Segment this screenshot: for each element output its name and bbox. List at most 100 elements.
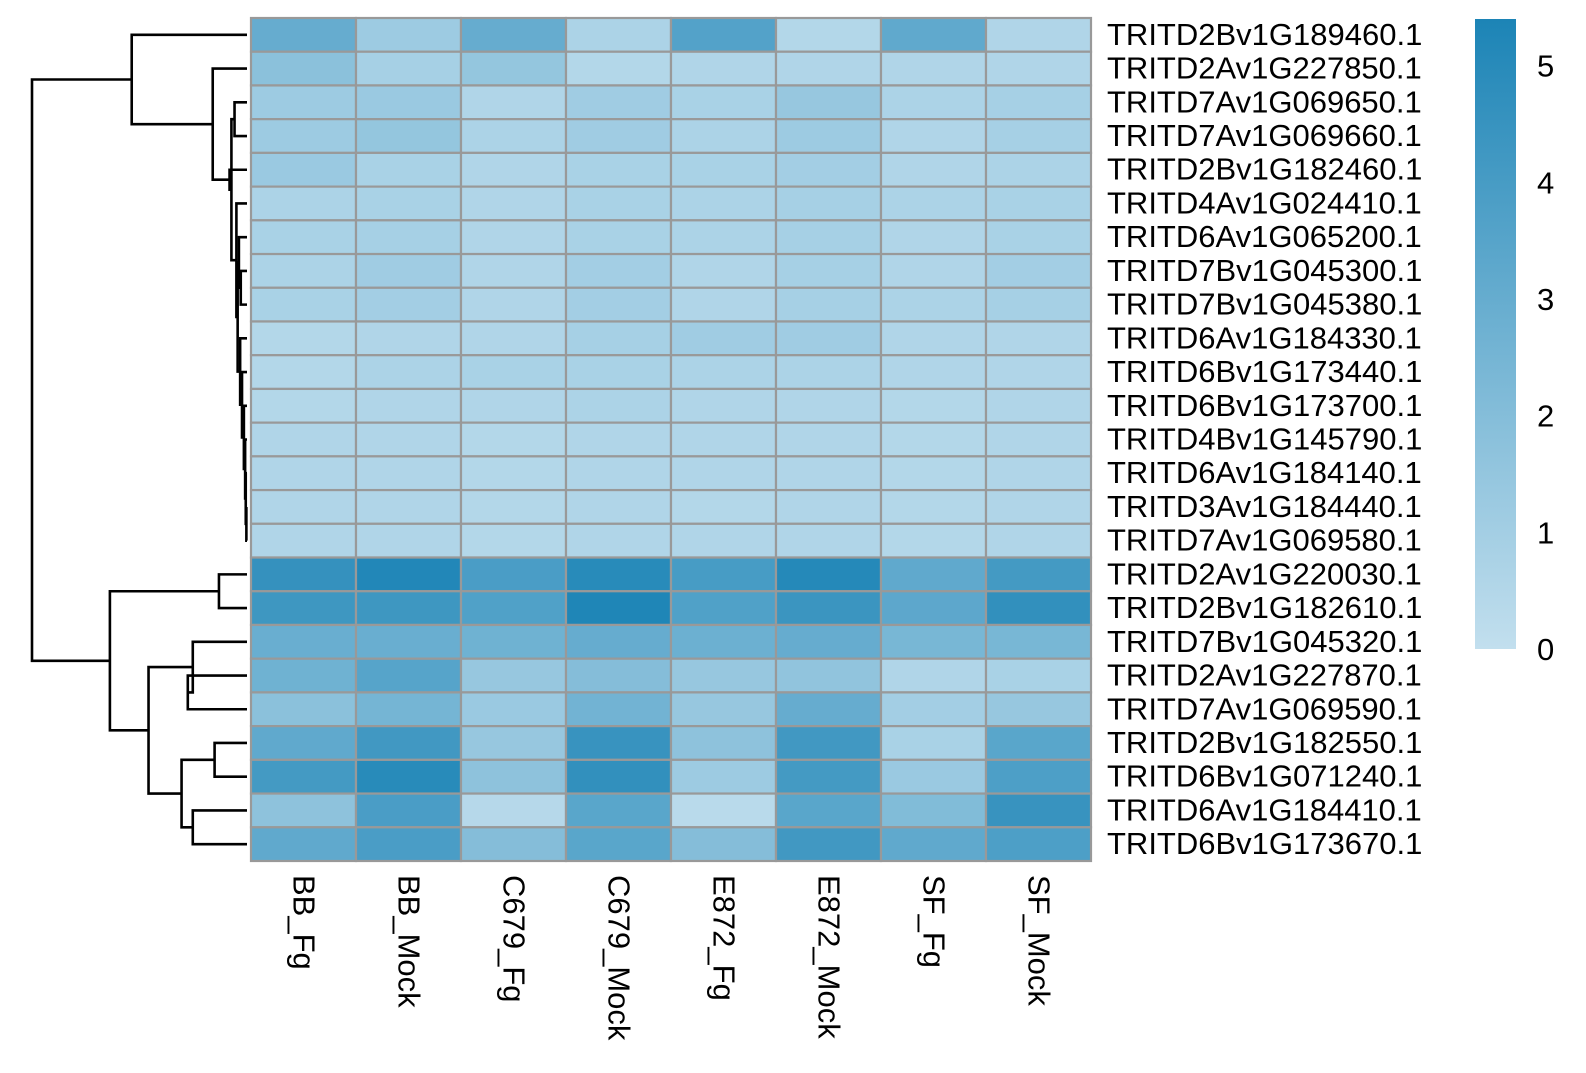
- row-label: TRITD2Bv1G189460.1: [1107, 17, 1422, 52]
- row-label: TRITD4Bv1G145790.1: [1107, 422, 1422, 457]
- dendrogram-branch: [191, 809, 247, 846]
- dendrogram-branch: [217, 573, 247, 610]
- heatmap-cell: [564, 84, 673, 121]
- heatmap-cell: [774, 455, 883, 492]
- row-label: TRITD7Bv1G045320.1: [1107, 624, 1422, 659]
- heatmap-cell: [459, 252, 568, 289]
- heatmap-cell: [354, 556, 463, 593]
- heatmap-cell: [774, 488, 883, 525]
- heatmap-cell: [354, 691, 463, 728]
- heatmap-cell: [879, 792, 988, 829]
- heatmap-cell: [879, 421, 988, 458]
- row-label: TRITD2Bv1G182550.1: [1107, 725, 1422, 760]
- heatmap-cell: [459, 219, 568, 256]
- heatmap-cell: [669, 590, 778, 627]
- row-label: TRITD2Av1G220030.1: [1107, 556, 1422, 591]
- heatmap-cell: [564, 219, 673, 256]
- heatmap-cell: [354, 421, 463, 458]
- heatmap-cell: [564, 725, 673, 761]
- heatmap-cell: [354, 522, 463, 559]
- heatmap-cell: [669, 84, 778, 121]
- heatmap-cell: [879, 657, 988, 694]
- heatmap-cell: [249, 185, 358, 222]
- dendrogram-branch: [186, 674, 247, 711]
- heatmap-cell: [354, 826, 463, 863]
- heatmap-cell: [669, 286, 778, 323]
- dendrogram-branch: [238, 337, 247, 407]
- heatmap-cell: [669, 623, 778, 660]
- heatmap-cell: [669, 455, 778, 492]
- heatmap-cell: [879, 623, 988, 660]
- heatmap-cell: [984, 758, 1093, 795]
- heatmap-cell: [249, 792, 358, 829]
- heatmap-cell: [669, 151, 778, 188]
- row-label: TRITD7Bv1G045300.1: [1107, 253, 1422, 288]
- heatmap-cell: [249, 320, 358, 357]
- heatmap-cell: [669, 118, 778, 154]
- colorbar-gradient: [1475, 19, 1516, 649]
- heatmap-cell: [249, 826, 358, 863]
- heatmap-cell: [669, 522, 778, 559]
- row-label: TRITD7Bv1G045380.1: [1107, 287, 1422, 322]
- heatmap-cell: [669, 252, 778, 289]
- dendrogram-branch: [30, 78, 132, 663]
- column-label: C679_Fg: [497, 875, 532, 1003]
- dendrogram-branch: [147, 665, 193, 795]
- heatmap-cell: [879, 50, 988, 87]
- dendrogram-branch: [233, 101, 247, 138]
- heatmap-cell: [249, 657, 358, 694]
- heatmap-cell: [459, 151, 568, 188]
- heatmap-cell: [564, 185, 673, 222]
- heatmap-cell: [669, 320, 778, 357]
- heatmap-cell: [984, 118, 1093, 154]
- heatmap-cell: [249, 84, 358, 121]
- heatmap-cell: [774, 219, 883, 256]
- heatmap-cell: [669, 387, 778, 424]
- heatmap-cell: [249, 151, 358, 188]
- heatmap-cell: [564, 455, 673, 492]
- heatmap-cell: [774, 826, 883, 863]
- heatmap-cell: [459, 16, 568, 53]
- heatmap-cell: [879, 590, 988, 627]
- row-dendrogram: [30, 33, 248, 846]
- heatmap-cell: [774, 590, 883, 627]
- heatmap-cell: [354, 185, 463, 222]
- heatmap-cell: [459, 590, 568, 627]
- heatmap-cell: [459, 623, 568, 660]
- heatmap-cell: [249, 556, 358, 593]
- colorbar-legend: 0 1 2 3 4 5: [1475, 19, 1554, 667]
- heatmap-cell: [459, 792, 568, 829]
- heatmap-cell: [774, 623, 883, 660]
- column-labels: BB_Fg BB_Mock C679_Fg C679_Mock E872_Fg E872_…: [287, 875, 1057, 1041]
- heatmap-cell: [354, 725, 463, 761]
- heatmap-cell: [669, 219, 778, 256]
- heatmap-cell: [879, 286, 988, 323]
- heatmap-cell: [879, 219, 988, 256]
- heatmap-cell: [354, 387, 463, 424]
- dendrogram-branch: [228, 168, 247, 191]
- heatmap-cell: [984, 84, 1093, 121]
- column-label: SF_Mock: [1022, 875, 1057, 1006]
- heatmap-cell: [669, 792, 778, 829]
- row-label: TRITD6Av1G184410.1: [1107, 792, 1422, 827]
- heatmap-cell: [879, 826, 988, 863]
- heatmap-cell: [564, 691, 673, 728]
- row-label: TRITD2Bv1G182460.1: [1107, 152, 1422, 187]
- dendrogram-branch: [211, 67, 247, 182]
- colorbar-tick-label: 0: [1537, 632, 1554, 667]
- heatmap-cell: [984, 623, 1093, 660]
- heatmap-cell: [249, 421, 358, 458]
- heatmap-cell: [459, 354, 568, 391]
- dendrogram-branch: [108, 589, 219, 732]
- heatmap-cell: [249, 623, 358, 660]
- row-label: TRITD6Bv1G173700.1: [1107, 388, 1422, 423]
- heatmap-cell: [459, 522, 568, 559]
- row-label: TRITD6Av1G065200.1: [1107, 219, 1422, 254]
- heatmap-cell: [669, 826, 778, 863]
- heatmap-cell: [459, 118, 568, 154]
- heatmap-cell: [984, 826, 1093, 863]
- heatmap-cell: [984, 50, 1093, 87]
- heatmap-cell: [249, 387, 358, 424]
- heatmap-cell: [564, 590, 673, 627]
